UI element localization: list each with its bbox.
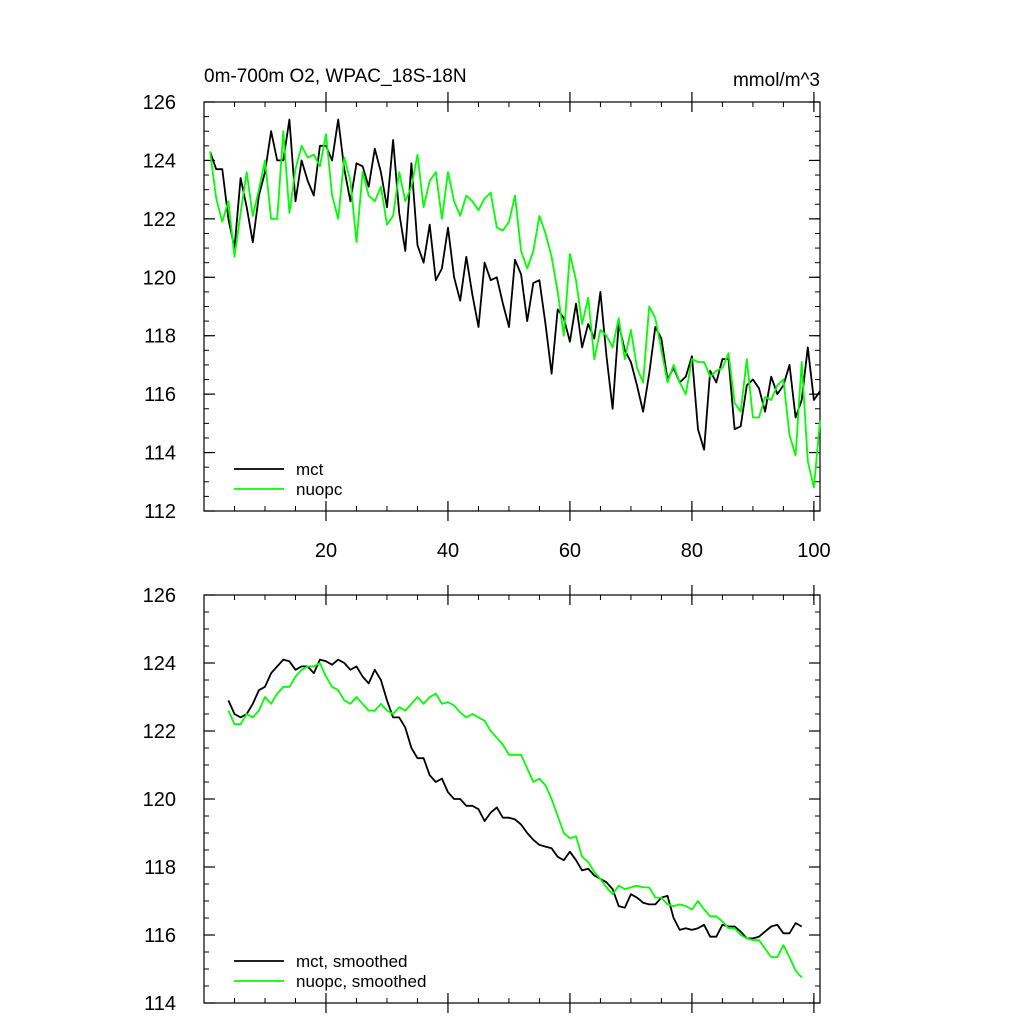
chart-panel-1: 112 114 116 118 120 122 124 126 20 40 60 80 100 0m-70…	[143, 66, 831, 562]
y-tick-label: 112	[144, 501, 176, 523]
y-tick-label: 124	[143, 653, 176, 675]
y-tick-label: 120	[143, 267, 176, 289]
x-tick-label: 100	[797, 540, 830, 562]
legend-label: mct, smoothed	[296, 952, 408, 971]
x-tick-label: 80	[681, 540, 703, 562]
units-label: mmol/m^3	[733, 70, 820, 91]
y-tick-label: 118	[144, 857, 176, 879]
series-line-nuopc	[209, 130, 821, 489]
legend-label: nuopc, smoothed	[296, 972, 426, 991]
y-tick-label: 124	[143, 150, 176, 172]
y-tick-label: 114	[144, 993, 176, 1015]
chart-panel-2: 114 116 118 120 122 124 126 mct, smoothednuopc,…	[143, 585, 821, 1015]
y-tick-label: 116	[144, 925, 176, 947]
series-line-nuopc-smoothed	[227, 662, 803, 979]
plot-frame	[203, 594, 821, 1004]
y-tick-label: 120	[143, 789, 176, 811]
y-tick-label: 116	[144, 384, 176, 406]
series-line-mct	[209, 118, 821, 451]
y-tick-label: 122	[143, 209, 176, 231]
y-tick-label: 126	[143, 92, 176, 114]
y-tick-label: 126	[143, 585, 176, 607]
x-tick-label: 40	[437, 540, 459, 562]
legend-label: nuopc	[296, 480, 343, 499]
legend-label: mct	[296, 460, 324, 479]
chart-title: 0m-700m O2, WPAC_18S-18N	[204, 66, 467, 87]
x-tick-label: 60	[559, 540, 581, 562]
x-tick-label: 20	[315, 540, 337, 562]
y-tick-label: 114	[144, 443, 176, 465]
y-tick-label: 118	[144, 326, 176, 348]
y-tick-label: 122	[143, 721, 176, 743]
series-line-mct-smoothed	[227, 658, 803, 940]
